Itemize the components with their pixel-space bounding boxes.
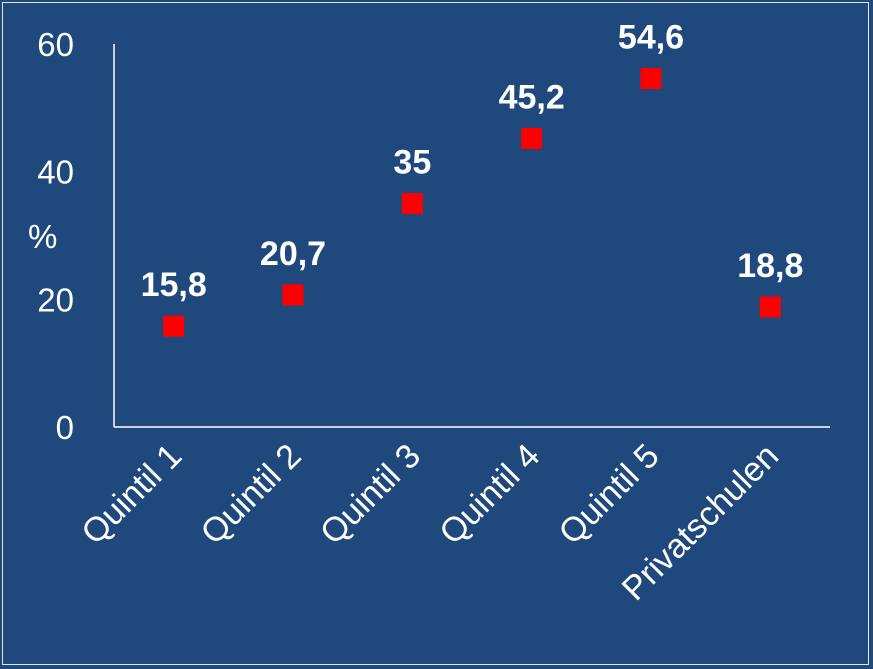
- y-tick-label: 0: [56, 409, 74, 446]
- data-labels: 15,8 20,7 35 45,2 54,6 18,8: [141, 18, 804, 304]
- y-tick-label: 60: [37, 26, 74, 63]
- x-tick-labels: Quintil 1 Quintil 2 Quintil 3 Quintil 4 Quin…: [74, 437, 786, 608]
- data-point: [401, 193, 423, 215]
- data-label: 18,8: [737, 247, 803, 285]
- y-tick-label: 40: [37, 154, 74, 191]
- data-point: [282, 284, 304, 306]
- data-label: 54,6: [618, 18, 684, 56]
- x-tick-label: Quintil 5: [552, 437, 667, 552]
- data-point: [640, 67, 662, 89]
- data-label: 15,8: [141, 266, 207, 304]
- x-tick-label: Quintil 4: [432, 437, 547, 552]
- data-point: [759, 296, 781, 318]
- y-axis-label: %: [28, 218, 57, 255]
- x-tick-label: Quintil 1: [74, 437, 189, 552]
- data-markers: [163, 67, 781, 337]
- data-label: 20,7: [260, 235, 326, 273]
- data-point: [163, 315, 185, 337]
- data-label: 35: [393, 144, 431, 182]
- x-tick-label: Quintil 2: [194, 437, 309, 552]
- data-point: [521, 127, 543, 149]
- y-tick-label: 20: [37, 281, 74, 318]
- y-tick-labels: 0 20 40 60: [37, 26, 74, 446]
- axes: [113, 44, 830, 428]
- data-label: 45,2: [499, 78, 565, 116]
- x-tick-label: Quintil 3: [313, 437, 428, 552]
